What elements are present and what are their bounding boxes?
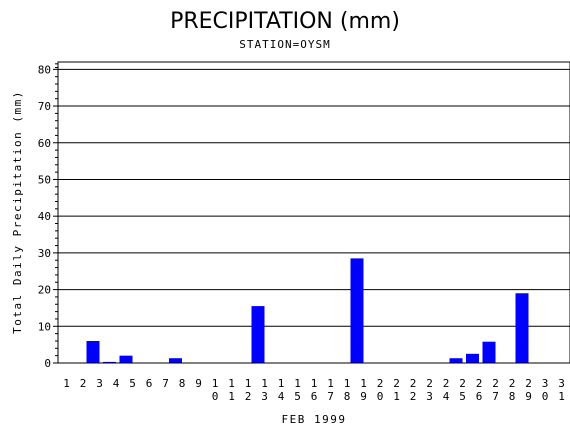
x-tick-label: 2: [443, 377, 450, 390]
x-tick-label: 4: [278, 390, 285, 403]
x-tick-label: 0: [542, 390, 549, 403]
chart-title: PRECIPITATION (mm): [170, 9, 400, 34]
bar-day-3: [103, 361, 116, 363]
x-tick-label: 1: [228, 377, 235, 390]
x-tick-label: 1: [311, 377, 318, 390]
x-tick-label: 8: [179, 377, 186, 390]
x-tick-label: 2: [245, 390, 252, 403]
x-tick-label: 1: [360, 377, 367, 390]
bar-day-25: [466, 353, 479, 363]
x-tick-label: 7: [162, 377, 169, 390]
y-axis-label: Total Daily Precipitation (mm): [11, 90, 24, 334]
x-tick-label: 2: [410, 377, 417, 390]
x-tick-label: 1: [278, 377, 285, 390]
y-tick-label: 80: [38, 63, 51, 76]
x-tick-label: 1: [63, 377, 70, 390]
y-tick-label: 50: [38, 173, 51, 186]
x-tick-label: 4: [443, 390, 450, 403]
x-tick-label: 4: [113, 377, 120, 390]
chart-subtitle: STATION=OYSM: [239, 38, 330, 51]
x-tick-label: 7: [492, 390, 499, 403]
y-tick-label: 10: [38, 320, 51, 333]
x-tick-label: 2: [426, 377, 433, 390]
x-tick-label: 0: [377, 390, 384, 403]
x-tick-label: 2: [476, 377, 483, 390]
x-tick-label: 5: [129, 377, 136, 390]
y-tick-label: 70: [38, 100, 51, 113]
x-tick-label: 8: [344, 390, 351, 403]
bar-day-12: [251, 306, 265, 363]
y-tick-label: 30: [38, 247, 51, 260]
x-tick-label: 1: [228, 390, 235, 403]
x-tick-label: 1: [344, 377, 351, 390]
plot-frame: [57, 61, 570, 364]
x-tick-label: 6: [146, 377, 153, 390]
x-tick-label: 9: [360, 390, 367, 403]
x-tick-label: 7: [327, 390, 334, 403]
x-tick-label: 2: [410, 390, 417, 403]
x-tick-label: 6: [476, 390, 483, 403]
x-axis-label: FEB 1999: [282, 413, 347, 426]
bar-day-4: [119, 355, 133, 363]
x-tick-label: 9: [195, 377, 202, 390]
x-tick-label: 3: [96, 377, 103, 390]
x-tick-label: 2: [377, 377, 384, 390]
bar-day-28: [515, 293, 529, 363]
y-tick-label: 0: [44, 357, 51, 370]
x-tick-label: 6: [311, 390, 318, 403]
x-tick-label: 0: [212, 390, 219, 403]
x-tick-label: 2: [393, 377, 400, 390]
x-tick-label: 2: [509, 377, 516, 390]
y-tick-label: 60: [38, 137, 51, 150]
bar-day-2: [86, 340, 100, 363]
x-tick-label: 1: [558, 390, 565, 403]
x-tick-label: 3: [426, 390, 433, 403]
x-tick-label: 3: [558, 377, 565, 390]
x-tick-label: 2: [525, 377, 532, 390]
gridlines: [58, 68, 570, 327]
x-tick-label: 5: [459, 390, 466, 403]
x-tick-label: 2: [80, 377, 87, 390]
y-tick-label: 40: [38, 210, 51, 223]
x-tick-label: 2: [459, 377, 466, 390]
x-tick-label: 1: [212, 377, 219, 390]
bar-day-26: [482, 341, 496, 363]
x-tick-label: 1: [245, 377, 252, 390]
bar-day-7: [169, 358, 182, 363]
x-tick-label: 1: [261, 377, 268, 390]
x-tick-label: 1: [327, 377, 334, 390]
bar-day-24: [449, 358, 463, 363]
x-tick-label: 8: [509, 390, 516, 403]
x-tick-label: 1: [294, 377, 301, 390]
x-tick-label: 9: [525, 390, 532, 403]
y-tick-label: 20: [38, 284, 51, 297]
bars: [86, 258, 529, 363]
x-tick-label: 3: [542, 377, 549, 390]
bar-day-18: [350, 258, 364, 363]
x-tick-label: 1: [393, 390, 400, 403]
x-tick-label: 2: [492, 377, 499, 390]
x-tick-label: 3: [261, 390, 268, 403]
x-tick-label: 5: [294, 390, 301, 403]
